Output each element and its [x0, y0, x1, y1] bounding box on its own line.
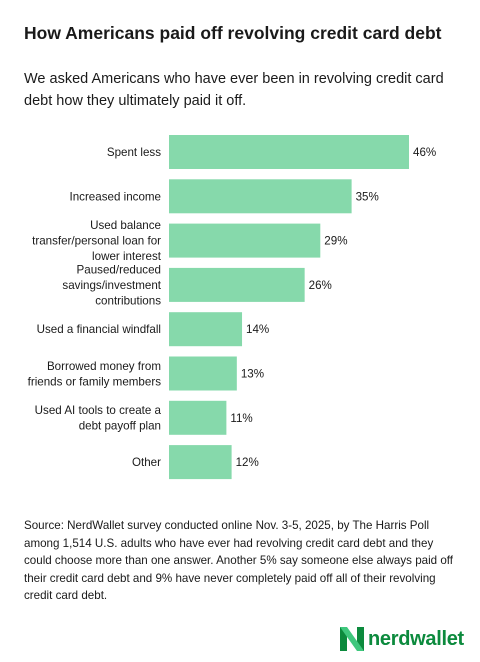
value-label-6: 11%: [230, 412, 252, 425]
bar-7: [169, 445, 232, 480]
bar-3: [169, 267, 305, 302]
value-label-4: 14%: [246, 323, 269, 336]
bar-5: [169, 356, 237, 391]
value-label-0: 46%: [413, 146, 436, 159]
bar-4: [169, 312, 243, 347]
source-note: Source: NerdWallet survey conducted onli…: [24, 519, 454, 602]
value-label-1: 35%: [356, 190, 379, 203]
category-label-7: Other: [132, 456, 161, 469]
value-label-7: 12%: [236, 456, 259, 469]
nerdwallet-n-logo-icon: [340, 627, 364, 651]
chart-title: How Americans paid off revolving credit …: [24, 23, 442, 43]
value-label-3: 26%: [309, 279, 332, 292]
nerdwallet-logo: nerdwallet: [340, 626, 464, 652]
category-label-3: Paused/reduced savings/investment contribu…: [62, 263, 161, 307]
category-label-4: Used a financial windfall: [37, 323, 161, 336]
brand-name: nerdwallet: [368, 627, 464, 650]
category-label-5: Borrowed money from friends or family mem…: [28, 360, 162, 389]
chart-subtitle: We asked Americans who have ever been in…: [24, 71, 444, 109]
value-label-5: 13%: [241, 368, 264, 381]
category-label-1: Increased income: [69, 190, 161, 203]
category-label-0: Spent less: [107, 146, 161, 159]
value-label-2: 29%: [324, 235, 347, 248]
bar-2: [169, 223, 321, 258]
category-label-6: Used AI tools to create a debt payoff pla…: [35, 404, 162, 433]
bar-1: [169, 179, 352, 214]
category-label-2: Used balance transfer/personal loan for lo…: [32, 219, 162, 263]
bar-chart: Spent less 46% Increased income 35% Used bal…: [28, 135, 436, 480]
bar-0: [169, 135, 409, 169]
bar-6: [169, 400, 227, 435]
